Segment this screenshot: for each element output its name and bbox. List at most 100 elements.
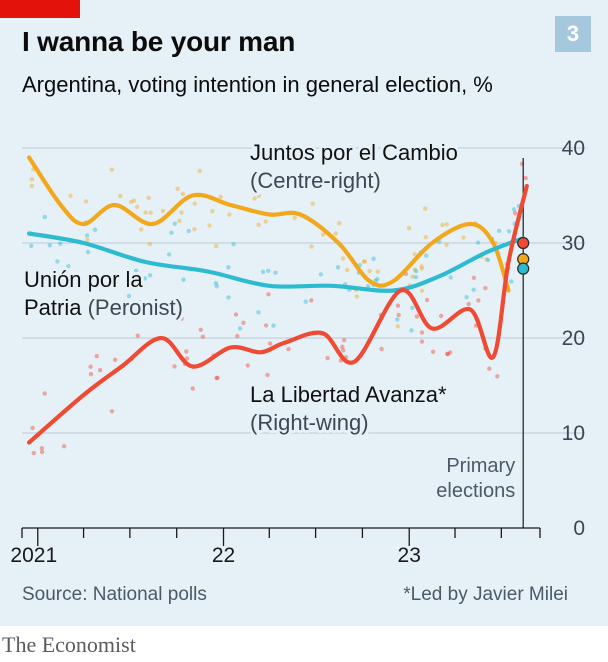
poll-dot-0 [143, 210, 148, 215]
poll-dot-0 [423, 235, 428, 240]
poll-dot-1 [237, 326, 243, 331]
x-tick-label-2021: 2021 [10, 544, 57, 567]
poll-dot-2 [184, 349, 189, 354]
poll-dot-1 [55, 259, 60, 264]
poll-dot-0 [29, 177, 35, 182]
poll-dot-1 [33, 271, 38, 276]
poll-dot-2 [98, 368, 103, 373]
poll-dot-1 [169, 230, 174, 235]
poll-dot-2 [286, 346, 291, 352]
poll-dot-0 [210, 208, 215, 214]
primary-result-marker-2 [517, 262, 530, 275]
poll-dot-0 [160, 208, 166, 213]
poll-dot-1 [371, 256, 376, 261]
poll-dot-1 [181, 277, 186, 282]
trend-line-2 [27, 183, 529, 445]
poll-dot-2 [88, 371, 94, 377]
poll-dot-0 [444, 242, 449, 247]
poll-dot-1 [155, 308, 161, 314]
poll-dot-0 [256, 222, 261, 227]
poll-dot-2 [113, 357, 118, 362]
poll-dot-0 [85, 237, 90, 243]
poll-dot-1 [303, 299, 308, 304]
poll-dot-1 [231, 242, 236, 247]
poll-dot-1 [260, 269, 266, 274]
annotation-primary-elections: Primary elections [436, 455, 515, 502]
poll-dot-1 [485, 257, 491, 263]
poll-dot-1 [156, 304, 162, 309]
poll-dot-0 [139, 227, 144, 232]
poll-dot-1 [335, 265, 341, 270]
y-tick-label-0: 0 [573, 517, 585, 540]
poll-dot-2 [200, 334, 206, 339]
poll-dot-1 [142, 276, 148, 281]
poll-dot-1 [138, 300, 143, 305]
poll-dot-2 [31, 450, 36, 456]
poll-dot-0 [309, 244, 314, 249]
poll-dot-0 [461, 235, 466, 240]
poll-dot-0 [345, 267, 350, 273]
poll-dot-1 [506, 229, 512, 234]
poll-dot-1 [448, 275, 453, 280]
poll-dot-2 [172, 364, 177, 369]
poll-dot-0 [440, 222, 445, 228]
footnote: *Led by Javier Milei [403, 584, 568, 605]
poll-dot-0 [419, 266, 424, 271]
poll-dot-0 [260, 183, 266, 188]
poll-dot-2 [395, 303, 401, 308]
poll-dot-2 [430, 349, 436, 354]
poll-dot-0 [337, 221, 342, 226]
series-label-juntos: Juntos por el Cambio (Centre-right)Juntos… [247, 137, 461, 196]
poll-dot-0 [256, 193, 262, 198]
poll-dot-0 [252, 196, 257, 201]
poll-dot-0 [179, 210, 184, 215]
poll-dot-1 [409, 328, 414, 333]
poll-dot-1 [29, 243, 34, 248]
poll-dot-1 [167, 252, 172, 257]
y-tick-label-10: 10 [562, 422, 585, 445]
poll-dot-1 [413, 269, 419, 274]
poll-dot-2 [233, 312, 239, 317]
trend-line-1 [27, 231, 526, 293]
poll-dot-2 [325, 355, 330, 361]
brand-red-tag [0, 0, 80, 18]
poll-dot-1 [318, 272, 324, 277]
poll-dot-1 [92, 227, 98, 232]
poll-dot-1 [47, 243, 52, 248]
poll-dot-2 [445, 352, 450, 357]
poll-dot-2 [267, 341, 273, 346]
poll-dot-0 [406, 226, 412, 231]
poll-dot-0 [333, 231, 338, 236]
poll-dot-0 [83, 199, 89, 204]
poll-dot-0 [175, 186, 180, 191]
poll-dot-1 [375, 276, 380, 282]
poll-dot-0 [361, 259, 367, 264]
poll-dot-2 [154, 297, 160, 302]
poll-dot-2 [171, 306, 177, 312]
svg-text:Juntos por el Cambio(Centre-ri: Juntos por el Cambio (Centre-right) [250, 140, 458, 193]
poll-dot-2 [341, 338, 347, 343]
poll-dot-1 [126, 293, 132, 299]
poll-dot-2 [419, 339, 425, 344]
chart-subtitle: Argentina, voting intention in general e… [22, 72, 493, 97]
poll-dot-0 [68, 193, 73, 198]
poll-dot-0 [362, 259, 368, 264]
poll-dot-2 [245, 363, 250, 368]
poll-dot-0 [177, 218, 182, 224]
poll-dot-0 [354, 294, 359, 299]
poll-dot-2 [379, 346, 384, 352]
poll-dot-2 [235, 333, 240, 339]
series-label-union: Unión por la Patria (Peronist)Unión por l… [21, 264, 186, 323]
poll-dot-2 [215, 375, 220, 380]
x-tick-label-22: 22 [212, 544, 235, 567]
poll-dot-1 [213, 281, 219, 286]
poll-dot-2 [476, 298, 481, 303]
poll-dot-2 [445, 351, 450, 356]
poll-dot-1 [85, 249, 91, 255]
chart-panel [0, 0, 608, 626]
poll-dot-0 [423, 206, 428, 211]
poll-dot-2 [179, 316, 184, 321]
poll-dot-1 [395, 317, 400, 322]
poll-dot-2 [466, 301, 471, 307]
poll-dot-0 [147, 241, 152, 247]
